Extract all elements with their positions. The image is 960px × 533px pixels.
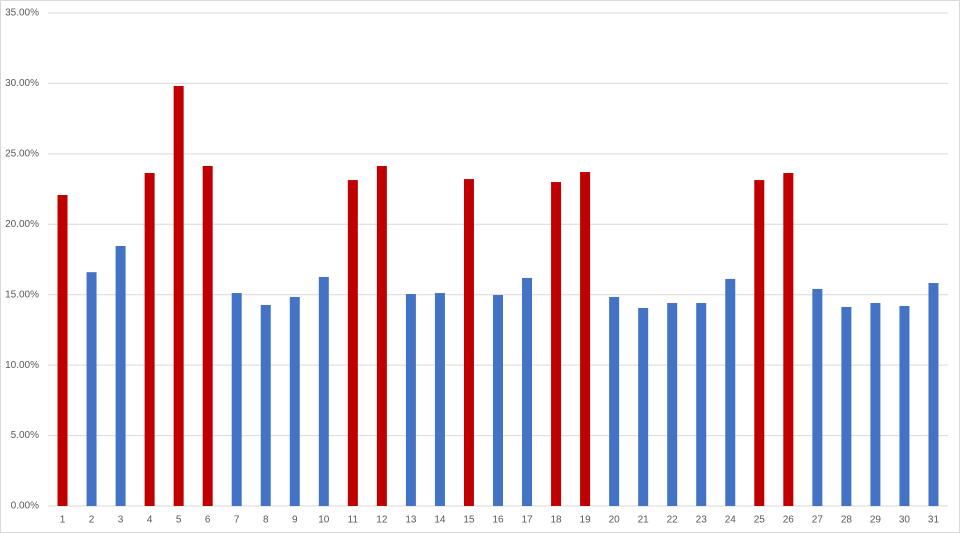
bar (376, 165, 387, 506)
x-tick-label: 14 (434, 515, 446, 526)
bar (57, 194, 68, 506)
bar (86, 272, 97, 506)
bar (899, 305, 910, 506)
x-tick-label: 25 (754, 515, 766, 526)
x-tick-label: 24 (725, 515, 737, 526)
x-tick-label: 15 (463, 515, 475, 526)
bar (754, 180, 765, 506)
bar (696, 303, 707, 506)
bar (493, 294, 503, 506)
x-tick-label: 7 (234, 515, 240, 526)
y-tick-label: 0.00% (11, 501, 39, 512)
x-tick-label: 6 (205, 515, 211, 526)
x-tick-label: 21 (638, 515, 650, 526)
bar (551, 182, 562, 506)
y-tick-label: 35.00% (5, 8, 39, 19)
x-tick-label: 2 (89, 515, 95, 526)
bar (347, 180, 358, 506)
bar (289, 296, 300, 506)
x-tick-label: 1 (60, 515, 66, 526)
bar (434, 293, 445, 506)
x-tick-label: 30 (899, 515, 911, 526)
bar (318, 276, 329, 506)
x-tick-label: 31 (928, 515, 940, 526)
bar (260, 304, 271, 506)
bar (812, 288, 823, 506)
bar (609, 296, 620, 506)
x-tick-label: 4 (147, 515, 153, 526)
x-tick-label: 8 (263, 515, 269, 526)
bar (405, 294, 416, 506)
bar (638, 307, 649, 506)
x-tick-label: 27 (812, 515, 824, 526)
x-tick-label: 19 (580, 515, 592, 526)
x-tick-label: 3 (118, 515, 124, 526)
x-tick-label: 13 (405, 515, 417, 526)
bar (463, 179, 474, 507)
x-tick-label: 10 (318, 515, 330, 526)
bar (928, 283, 939, 506)
x-tick-label: 5 (176, 515, 182, 526)
bar (202, 165, 213, 506)
y-tick-label: 25.00% (5, 148, 39, 159)
bar (231, 293, 242, 506)
bar (841, 306, 852, 506)
bar (144, 173, 155, 506)
x-tick-label: 28 (841, 515, 853, 526)
x-tick-label: 22 (667, 515, 679, 526)
bar (725, 278, 736, 506)
y-tick-label: 15.00% (5, 289, 39, 300)
bar (870, 303, 881, 506)
x-tick-label: 11 (348, 515, 359, 526)
x-tick-label: 29 (870, 515, 882, 526)
bar (580, 172, 591, 506)
x-tick-label: 9 (292, 515, 298, 526)
x-tick-label: 23 (696, 515, 708, 526)
x-tick-label: 17 (521, 515, 533, 526)
x-tick-label: 18 (551, 515, 563, 526)
y-tick-label: 10.00% (5, 360, 39, 371)
x-tick-label: 26 (783, 515, 795, 526)
bar (115, 245, 126, 506)
bar (667, 303, 678, 506)
x-tick-label: 20 (609, 515, 621, 526)
bar (173, 85, 184, 507)
y-tick-label: 20.00% (5, 219, 39, 230)
x-tick-label: 16 (492, 515, 504, 526)
y-tick-label: 30.00% (5, 78, 39, 89)
bar (783, 173, 794, 506)
y-tick-label: 5.00% (11, 430, 39, 441)
x-tick-label: 12 (376, 515, 388, 526)
bar (522, 277, 533, 506)
